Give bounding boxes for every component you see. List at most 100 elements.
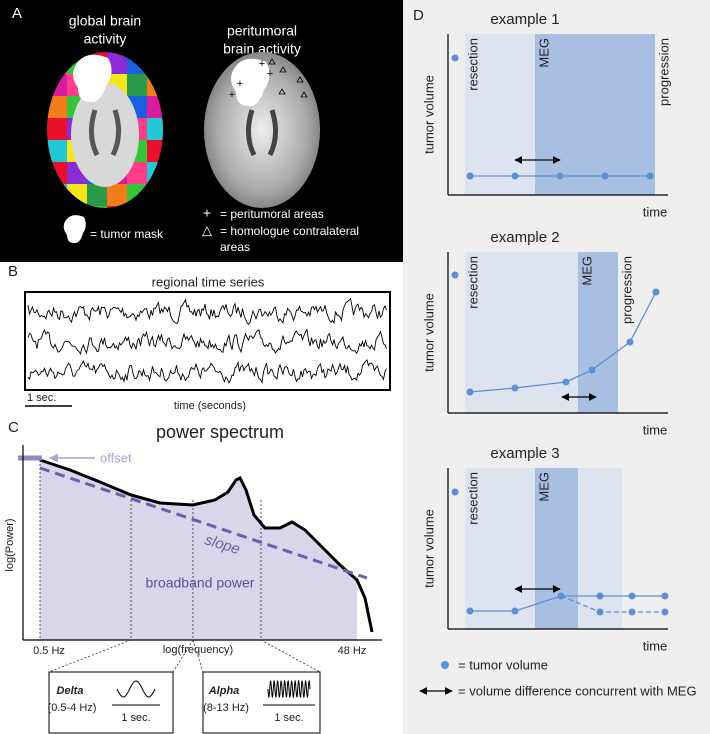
zoom-guide xyxy=(48,639,132,673)
broadband-area xyxy=(40,460,357,640)
tumor-volume-point xyxy=(511,172,519,180)
inset-name: Alpha xyxy=(208,685,240,697)
triangle-marker xyxy=(278,88,286,95)
scale-label: 1 sec. xyxy=(274,712,303,724)
axis-label: time xyxy=(643,422,668,437)
axis-label: tumor volume xyxy=(421,75,436,154)
oscillation xyxy=(116,680,156,698)
brain-title: peritumoral xyxy=(227,23,297,39)
axis-label: log(Power) xyxy=(4,518,16,571)
tumor-volume-point xyxy=(628,592,636,600)
inset-range: (0.5-4 Hz) xyxy=(48,702,97,714)
atlas-region xyxy=(127,162,147,184)
legend-text: = peritumoral areas xyxy=(220,207,324,221)
volume-line xyxy=(470,595,665,612)
example-title: example 1 xyxy=(490,11,559,28)
tumor-volume-point xyxy=(588,366,596,374)
tumor-volume-point xyxy=(511,607,519,615)
inset-range: (8-13 Hz) xyxy=(203,702,249,714)
legend-symbol: △ xyxy=(202,222,212,237)
legend-text: = tumor mask xyxy=(90,227,164,241)
legend-text: = volume difference concurrent with MEG xyxy=(458,683,697,698)
axis-label: tumor volume xyxy=(421,293,436,372)
plus-marker: + xyxy=(267,68,273,80)
tumor-volume-point xyxy=(596,608,604,616)
legend-symbol: + xyxy=(203,205,211,221)
axis-label: tumor volume xyxy=(421,509,436,588)
axis-label: 0.5 Hz xyxy=(33,645,65,657)
resection-label: resection xyxy=(465,38,480,91)
brain-title: global brain xyxy=(69,13,141,29)
example-title: example 2 xyxy=(490,229,559,246)
panel-title: power spectrum xyxy=(156,422,284,442)
panel-label: B xyxy=(8,263,18,280)
panel-label: C xyxy=(8,419,19,436)
triangle-marker xyxy=(279,66,287,73)
tumor-volume-point xyxy=(601,172,609,180)
scale-label: 1 sec. xyxy=(121,712,150,724)
atlas-region xyxy=(87,206,107,208)
legend-text: areas xyxy=(220,240,250,254)
slope-line xyxy=(39,466,368,580)
plus-marker: + xyxy=(229,89,235,101)
volume-line-alt xyxy=(560,595,665,613)
axis-label: time xyxy=(643,204,668,219)
zoom-guide xyxy=(192,639,204,673)
brain-title: brain activity xyxy=(223,41,301,57)
example-title: example 3 xyxy=(490,445,559,462)
tumor-volume-point xyxy=(466,172,474,180)
inset-box xyxy=(48,671,174,734)
time-series-box xyxy=(24,291,391,391)
tumor-volume-point xyxy=(628,608,636,616)
tumor-volume-point xyxy=(466,388,474,396)
triangle-marker xyxy=(296,76,304,83)
inset-box xyxy=(202,671,321,734)
meg-label: MEG xyxy=(536,38,551,68)
spectrum-curve xyxy=(39,458,374,633)
tumor-volume-point xyxy=(661,608,669,616)
broadband-label: broadband power xyxy=(146,575,255,591)
progression-label: progression xyxy=(619,256,634,324)
axis-label: log(frequency) xyxy=(163,644,233,656)
tumor-volume-point xyxy=(661,592,669,600)
tumor-volume-point xyxy=(556,172,564,180)
tumor-mask xyxy=(231,58,270,107)
tumor-volume-point xyxy=(562,378,570,386)
tumor-volume-point xyxy=(451,54,459,62)
tumor-volume-point xyxy=(466,607,474,615)
axis-label: 48 Hz xyxy=(338,645,367,657)
meg-period xyxy=(535,34,655,195)
axis-label: time xyxy=(643,638,668,653)
meg-label: MEG xyxy=(579,256,594,286)
brain-title: activity xyxy=(84,31,127,47)
plus-marker: + xyxy=(237,78,243,90)
tumor-volume-point xyxy=(451,488,459,496)
plus-marker: + xyxy=(259,58,265,70)
oscillation xyxy=(267,679,311,699)
peritumoral-brain xyxy=(204,52,320,208)
tumor-volume-point xyxy=(596,592,604,600)
atlas-region xyxy=(87,184,107,206)
atlas-region xyxy=(107,184,127,206)
scale-label: 1 sec. xyxy=(27,392,56,404)
tumor-volume-point xyxy=(646,172,654,180)
tumor-icon xyxy=(63,215,86,244)
tumor-volume-point xyxy=(652,288,660,296)
zoom-guide xyxy=(260,639,321,673)
resection-label: resection xyxy=(465,256,480,309)
legend-dot xyxy=(441,661,449,669)
axis-label: time (seconds) xyxy=(174,400,246,412)
tumor-volume-point xyxy=(511,384,519,392)
inset-name: Delta xyxy=(57,685,84,697)
tumor-volume-point xyxy=(451,271,459,279)
panel-title: regional time series xyxy=(152,274,265,289)
white-matter xyxy=(71,83,139,187)
tumor-volume-point xyxy=(626,338,634,346)
volume-line xyxy=(469,291,657,393)
ventricles xyxy=(89,109,121,157)
triangle-marker xyxy=(300,91,308,98)
meg-period xyxy=(578,252,618,413)
atlas-region xyxy=(147,140,163,162)
triangle-marker xyxy=(268,58,276,65)
time-series-trace xyxy=(27,328,387,356)
